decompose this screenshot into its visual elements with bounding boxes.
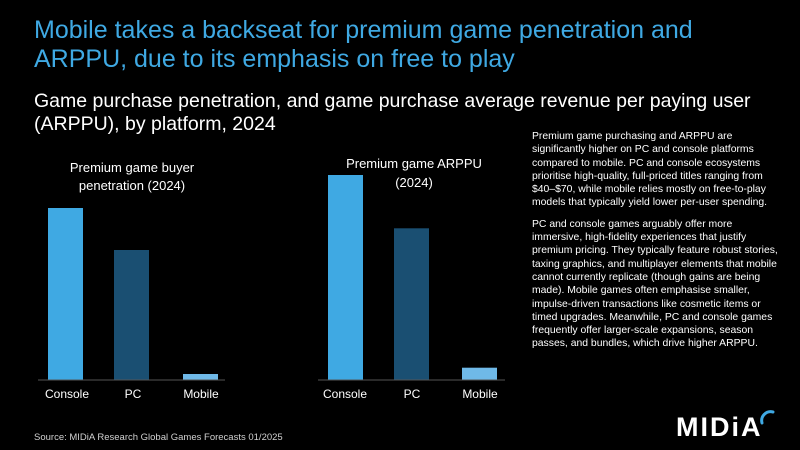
commentary-paragraph-2: PC and console games arguably offer more… <box>532 218 778 350</box>
bar-pc <box>114 250 149 380</box>
logo-text: MIDiA <box>676 411 763 442</box>
bar-mobile <box>462 367 497 380</box>
bar-console <box>328 175 363 380</box>
tick-label-mobile: Mobile <box>462 387 498 401</box>
bar-pc <box>394 228 429 380</box>
tick-label-console: Console <box>45 387 89 401</box>
chart-title-line-1: Premium game ARPPU <box>346 156 482 171</box>
tick-label-mobile: Mobile <box>183 387 219 401</box>
tick-label-pc: PC <box>404 387 421 401</box>
midia-logo: MIDiA <box>676 410 777 442</box>
page-subtitle: Game purchase penetration, and game purc… <box>34 90 751 135</box>
chart-penetration: Premium game buyer penetration (2024) Co… <box>38 160 225 401</box>
bar-mobile <box>183 374 218 380</box>
chart-title-line-2: (2024) <box>395 175 433 190</box>
source-note: Source: MIDiA Research Global Games Fore… <box>34 432 283 443</box>
chart-title-line-1: Premium game buyer <box>70 160 195 175</box>
tick-label-pc: PC <box>125 387 142 401</box>
commentary: Premium game purchasing and ARPPU are si… <box>532 130 778 359</box>
page-title: Mobile takes a backseat for premium game… <box>34 16 693 73</box>
logo-arc-icon <box>759 410 774 425</box>
commentary-paragraph-1: Premium game purchasing and ARPPU are si… <box>532 131 768 209</box>
chart-title-line-2: penetration (2024) <box>79 178 185 193</box>
tick-label-console: Console <box>323 387 367 401</box>
bar-console <box>48 208 83 380</box>
chart-arppu: Premium game ARPPU (2024) Console PC Mob… <box>318 156 505 401</box>
